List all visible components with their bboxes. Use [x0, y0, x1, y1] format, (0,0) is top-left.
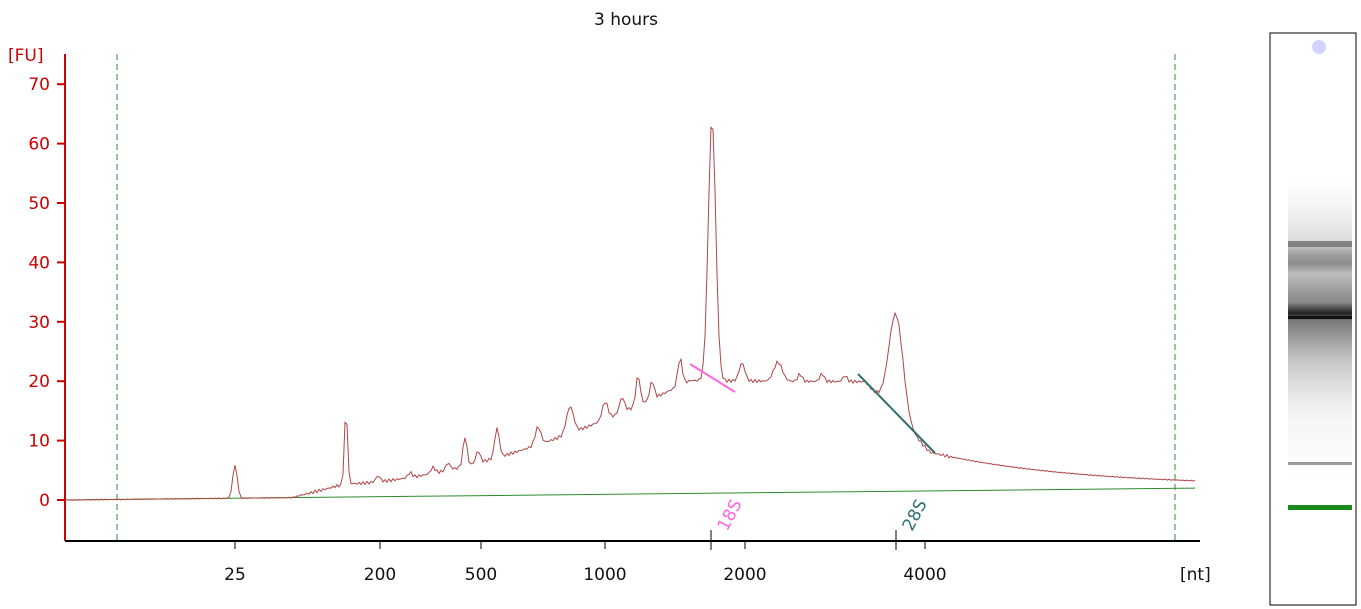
x-axis: 25 200 500 1000 2000 4000 — [65, 540, 1200, 585]
gel-band-small — [1288, 462, 1352, 465]
y-tick-label: 0 — [39, 491, 50, 511]
chart-title: 3 hours — [594, 10, 658, 30]
gel-band-18s — [1288, 241, 1352, 247]
marker-28S-baseline — [857, 373, 936, 454]
x-tick-label: 2000 — [723, 565, 766, 585]
y-tick-label: 60 — [28, 135, 50, 155]
signal-trace — [64, 126, 1196, 501]
x-tick-label: 25 — [224, 565, 246, 585]
gel-well-spot — [1312, 40, 1326, 54]
y-tick-label: 70 — [28, 75, 50, 95]
y-axis: 0 10 20 30 40 50 60 70 — [28, 54, 66, 541]
baseline-line — [64, 487, 1196, 501]
x-tick-label: 200 — [364, 565, 396, 585]
y-tick-label: 10 — [28, 432, 50, 452]
y-tick-label: 40 — [28, 253, 50, 273]
y-tick-label: 30 — [28, 313, 50, 333]
x-tick-label: 1000 — [583, 565, 626, 585]
gel-lower-marker — [1288, 505, 1352, 510]
x-tick-label: 500 — [465, 565, 497, 585]
gel-lane — [1269, 32, 1357, 606]
marker-18S-baseline — [689, 363, 736, 393]
y-unit-label: [FU] — [8, 46, 44, 66]
marker-18S-label: 18S — [714, 496, 747, 534]
y-tick-label: 50 — [28, 194, 50, 214]
x-tick-label: 4000 — [903, 565, 946, 585]
marker-28S-label: 28S — [899, 496, 932, 534]
gel-lane-bands — [1288, 125, 1352, 480]
gel-band-dark — [1288, 316, 1352, 319]
x-unit-label: [nt] — [1180, 565, 1211, 585]
y-tick-label: 20 — [28, 372, 50, 392]
